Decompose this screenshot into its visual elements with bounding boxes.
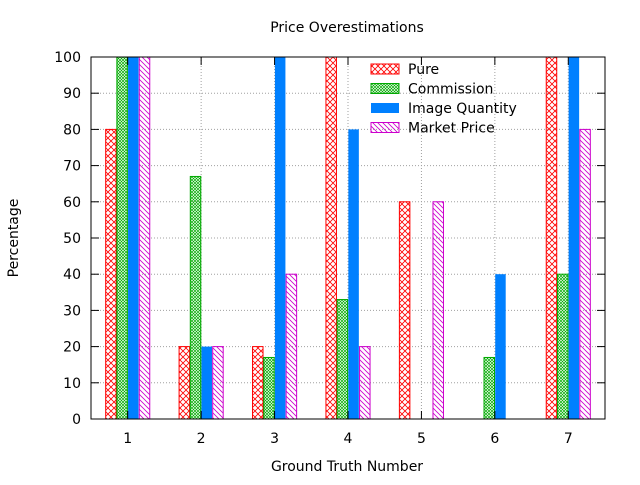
- bar-market-price: [212, 346, 224, 420]
- bar-pure: [252, 346, 264, 420]
- x-tick-label: 3: [270, 431, 279, 447]
- legend-swatch: [370, 83, 400, 94]
- bar-image-quantity: [274, 57, 286, 419]
- bar-pure: [178, 346, 191, 420]
- legend: Pure Commission Image Quantity Market Price: [370, 62, 517, 137]
- x-tick-label: 7: [564, 431, 573, 447]
- legend-swatch: [370, 122, 400, 133]
- bar-market-price: [138, 56, 151, 420]
- chart-title: Price Overestimations: [270, 20, 424, 36]
- bar-pure: [325, 56, 337, 420]
- x-tick-label: 1: [123, 431, 132, 447]
- bars: [105, 56, 591, 420]
- y-tick-label: 90: [63, 86, 81, 102]
- y-tick-label: 40: [63, 267, 81, 283]
- bar-commission: [336, 299, 349, 420]
- legend-label: Commission: [408, 82, 493, 98]
- x-tick-label: 5: [417, 431, 426, 447]
- bar-commission: [483, 356, 496, 420]
- x-tick-label: 4: [344, 431, 353, 447]
- bar-pure: [398, 201, 411, 420]
- bar-image-quantity: [568, 57, 580, 419]
- y-tick-label: 20: [63, 340, 81, 356]
- ticks: 0 10 20 30 40 50 60 70 80 90 100 1 2 3 4 5 6 7: [54, 50, 605, 447]
- bar-image-quantity: [495, 274, 506, 419]
- y-tick-label: 100: [54, 50, 81, 66]
- y-axis-label: Percentage: [6, 199, 22, 278]
- bar-market-price: [579, 128, 591, 420]
- y-tick-label: 0: [72, 412, 81, 428]
- bar-commission: [189, 175, 202, 420]
- legend-swatch: [370, 63, 400, 75]
- legend-swatch: [371, 103, 399, 113]
- legend-label: Market Price: [408, 121, 495, 137]
- bar-pure: [105, 128, 117, 420]
- bar-image-quantity: [128, 57, 139, 419]
- y-tick-label: 10: [63, 376, 81, 392]
- y-tick-label: 60: [63, 195, 81, 211]
- bar-commission: [556, 273, 569, 420]
- y-tick-label: 80: [63, 122, 81, 138]
- bar-commission: [116, 56, 128, 420]
- legend-label: Pure: [408, 62, 439, 78]
- bar-commission: [263, 356, 275, 420]
- legend-label: Image Quantity: [408, 101, 517, 117]
- x-tick-label: 2: [197, 431, 206, 447]
- y-tick-label: 50: [63, 231, 81, 247]
- bar-market-price: [432, 201, 444, 420]
- bar-pure: [545, 56, 558, 420]
- x-tick-label: 6: [490, 431, 499, 447]
- x-axis-label: Ground Truth Number: [271, 459, 423, 475]
- bar-image-quantity: [201, 346, 212, 419]
- bar-market-price: [359, 346, 371, 420]
- y-tick-label: 70: [63, 159, 81, 175]
- bar-image-quantity: [348, 129, 359, 419]
- y-tick-label: 30: [63, 303, 81, 319]
- bar-market-price: [285, 273, 298, 420]
